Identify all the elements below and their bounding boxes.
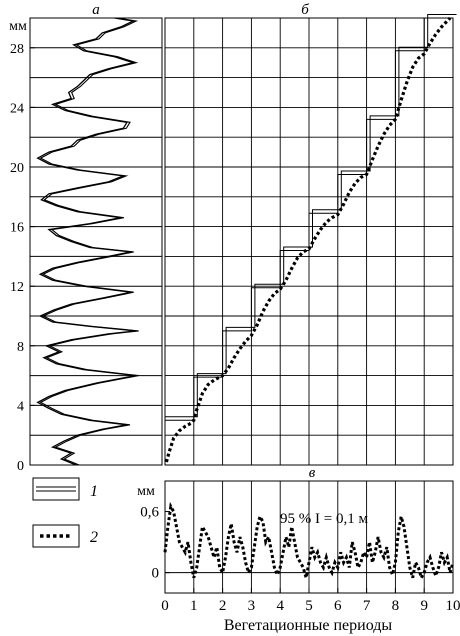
a-y-tick-label: 4 xyxy=(17,399,24,414)
legend: 1 2 xyxy=(32,477,98,548)
panel-a-label: а xyxy=(92,2,100,18)
b-dotted-line xyxy=(164,16,452,463)
panel-c: 0 1 2 3 4 5 6 7 8 9 10 00,6 в мм 95 % I = 0,1 м Ве… xyxy=(137,465,460,634)
panel-b: б xyxy=(164,2,457,466)
panel-b-label: б xyxy=(301,2,309,18)
legend-label-2: 2 xyxy=(90,529,98,546)
c-x-tick-label: 2 xyxy=(219,598,227,614)
c-x-tick-label: 6 xyxy=(334,598,342,614)
a-y-tick-label: 8 xyxy=(17,340,24,355)
a-profile-series xyxy=(36,17,139,466)
legend-label-1: 1 xyxy=(90,483,98,500)
panel-a: 0 4 8 12 16 20 24 28 а мм xyxy=(9,2,163,474)
panel-c-label: в xyxy=(309,465,316,481)
c-x-tick-label: 3 xyxy=(248,598,256,614)
b-step-series xyxy=(164,14,457,465)
c-x-tick-labels: 0 1 2 3 4 5 6 7 8 9 10 xyxy=(161,588,460,614)
c-dotted-line xyxy=(163,501,455,582)
c-annotation: 95 % I = 0,1 м xyxy=(280,511,368,527)
c-x-axis-title: Вегетационные периоды xyxy=(224,617,393,634)
a-y-axis-unit: мм xyxy=(9,19,27,34)
a-y-tick-label: 0 xyxy=(17,459,24,474)
a-y-tick-label: 20 xyxy=(10,161,24,176)
c-x-tick-label: 4 xyxy=(276,598,284,614)
legend-box-2 xyxy=(32,524,80,548)
c-grid-lines xyxy=(165,481,453,593)
c-x-tick-label: 0 xyxy=(161,598,169,614)
c-y-tick-label: 0,6 xyxy=(140,505,159,521)
a-y-tick-label: 24 xyxy=(10,101,24,116)
a-profile-line-double xyxy=(39,17,139,466)
b-step-line-1 xyxy=(164,17,453,465)
c-x-tick-label: 10 xyxy=(446,598,460,614)
b-grid-lines xyxy=(165,17,453,465)
b-dotted-series xyxy=(164,16,452,463)
c-x-tick-label: 5 xyxy=(305,598,313,614)
c-x-tick-label: 8 xyxy=(392,598,400,614)
c-y-axis-unit: мм xyxy=(137,484,155,499)
c-x-tick-label: 1 xyxy=(190,598,198,614)
c-x-tick-label: 7 xyxy=(363,598,371,614)
c-y-tick-label: 0 xyxy=(152,566,160,582)
a-y-tick-label: 28 xyxy=(10,42,24,57)
a-y-tick-label: 16 xyxy=(10,221,24,236)
a-boundary-lines xyxy=(30,17,162,436)
a-y-tick-label: 12 xyxy=(10,280,24,295)
c-dotted-series xyxy=(163,501,455,582)
a-y-ticks: 0 4 8 12 16 20 24 28 xyxy=(10,42,35,474)
c-x-tick-label: 9 xyxy=(420,598,428,614)
c-y-tick-labels: 00,6 xyxy=(140,505,170,582)
a-profile-line xyxy=(36,17,136,466)
legend-box-1 xyxy=(32,477,80,501)
b-step-line-2 xyxy=(164,14,457,465)
